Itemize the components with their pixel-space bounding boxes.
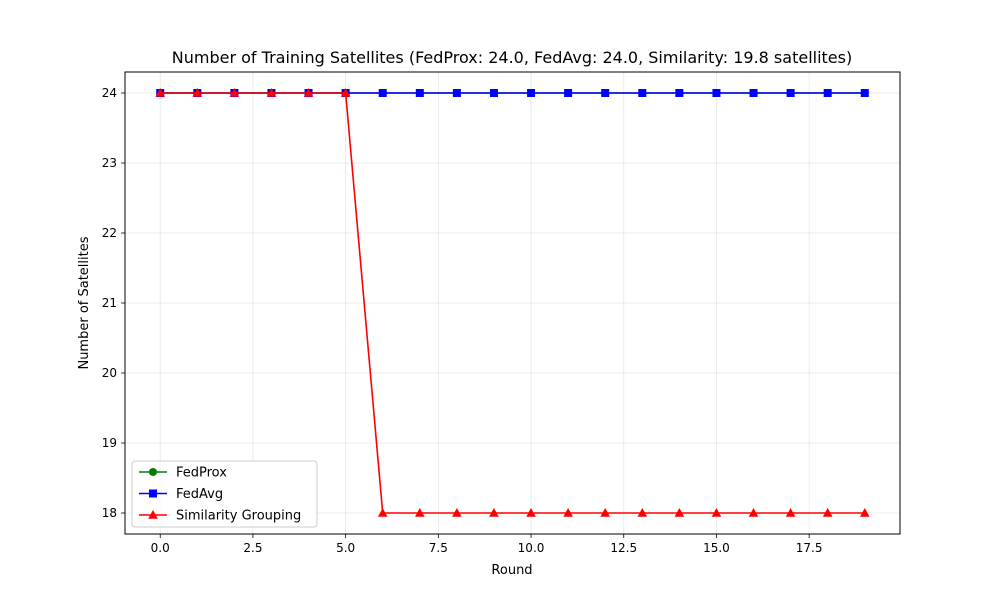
data-point-similarity-grouping xyxy=(748,508,759,517)
data-point-fedavg xyxy=(527,89,536,97)
data-point-similarity-grouping xyxy=(192,88,203,97)
x-tick-label: 2.5 xyxy=(243,541,262,555)
axis-ticks: 0.0 2.5 5.0 7.5 10.0 12.5 15.0 17.5 18 19 20 21 22 23… xyxy=(102,86,823,555)
data-point-similarity-grouping xyxy=(489,508,499,517)
data-point-similarity-grouping xyxy=(229,88,240,97)
data-point-similarity-grouping xyxy=(452,508,462,517)
legend-label-fedavg: FedAvg xyxy=(176,487,223,502)
y-tick-label: 21 xyxy=(102,296,117,310)
data-point-fedavg xyxy=(712,89,721,97)
legend-label-similarity-grouping: Similarity Grouping xyxy=(176,509,301,524)
legend-marker-similarity-grouping xyxy=(148,510,158,519)
data-point-similarity-grouping xyxy=(266,88,277,97)
data-point-similarity-grouping xyxy=(600,508,611,517)
data-point-similarity-grouping xyxy=(859,508,870,517)
data-point-similarity-grouping xyxy=(637,508,648,517)
data-point-fedavg xyxy=(452,89,461,97)
legend-box xyxy=(131,460,318,528)
x-tick-label: 7.5 xyxy=(429,541,448,555)
y-tick-label: 24 xyxy=(102,86,117,100)
x-axis-label: Round xyxy=(491,563,532,578)
y-tick-label: 23 xyxy=(102,156,117,170)
data-point-similarity-grouping xyxy=(340,88,351,97)
x-tick-label: 0.0 xyxy=(151,541,170,555)
legend-marker-fedavg xyxy=(149,489,157,498)
data-point-fedavg xyxy=(749,89,758,97)
data-point-similarity-grouping xyxy=(674,508,685,517)
data-point-similarity-grouping xyxy=(711,508,722,517)
y-tick-label: 22 xyxy=(102,226,117,240)
y-axis-label: Number of Satellites xyxy=(77,236,92,369)
series-line-similarity-grouping xyxy=(160,92,865,514)
data-point-similarity-grouping xyxy=(563,508,573,517)
data-point-fedavg xyxy=(601,89,610,97)
data-point-fedavg xyxy=(823,89,832,97)
data-point-similarity-grouping xyxy=(377,508,388,517)
series-group xyxy=(155,88,870,517)
data-point-fedavg xyxy=(415,89,424,97)
x-tick-label: 17.5 xyxy=(796,541,823,555)
data-point-similarity-grouping xyxy=(414,508,425,517)
data-point-similarity-grouping xyxy=(822,508,833,517)
data-point-fedavg xyxy=(378,89,387,97)
data-point-similarity-grouping xyxy=(526,508,536,517)
legend: FedProx FedAvg Similarity Grouping xyxy=(131,460,318,528)
y-tick-label: 19 xyxy=(102,436,117,450)
legend-label-fedprox: FedProx xyxy=(176,466,227,481)
legend-marker-fedprox xyxy=(149,468,157,476)
y-tick-label: 18 xyxy=(102,506,117,520)
data-point-similarity-grouping xyxy=(303,88,314,97)
x-tick-label: 5.0 xyxy=(336,541,355,555)
data-point-similarity-grouping xyxy=(785,508,796,517)
data-point-similarity-grouping xyxy=(155,88,166,97)
plot-area xyxy=(125,72,900,534)
data-point-fedavg xyxy=(675,89,684,97)
data-point-fedavg xyxy=(786,89,795,97)
series-similarity-grouping xyxy=(155,88,870,517)
x-tick-label: 10.0 xyxy=(518,541,545,555)
data-point-fedavg xyxy=(638,89,647,97)
x-tick-label: 15.0 xyxy=(703,541,730,555)
data-point-fedavg xyxy=(860,89,869,97)
y-tick-label: 20 xyxy=(102,366,117,380)
data-point-fedavg xyxy=(489,89,498,97)
data-point-fedavg xyxy=(564,89,573,97)
chart-title: Number of Training Satellites (FedProx: … xyxy=(172,48,852,67)
x-tick-label: 12.5 xyxy=(610,541,637,555)
